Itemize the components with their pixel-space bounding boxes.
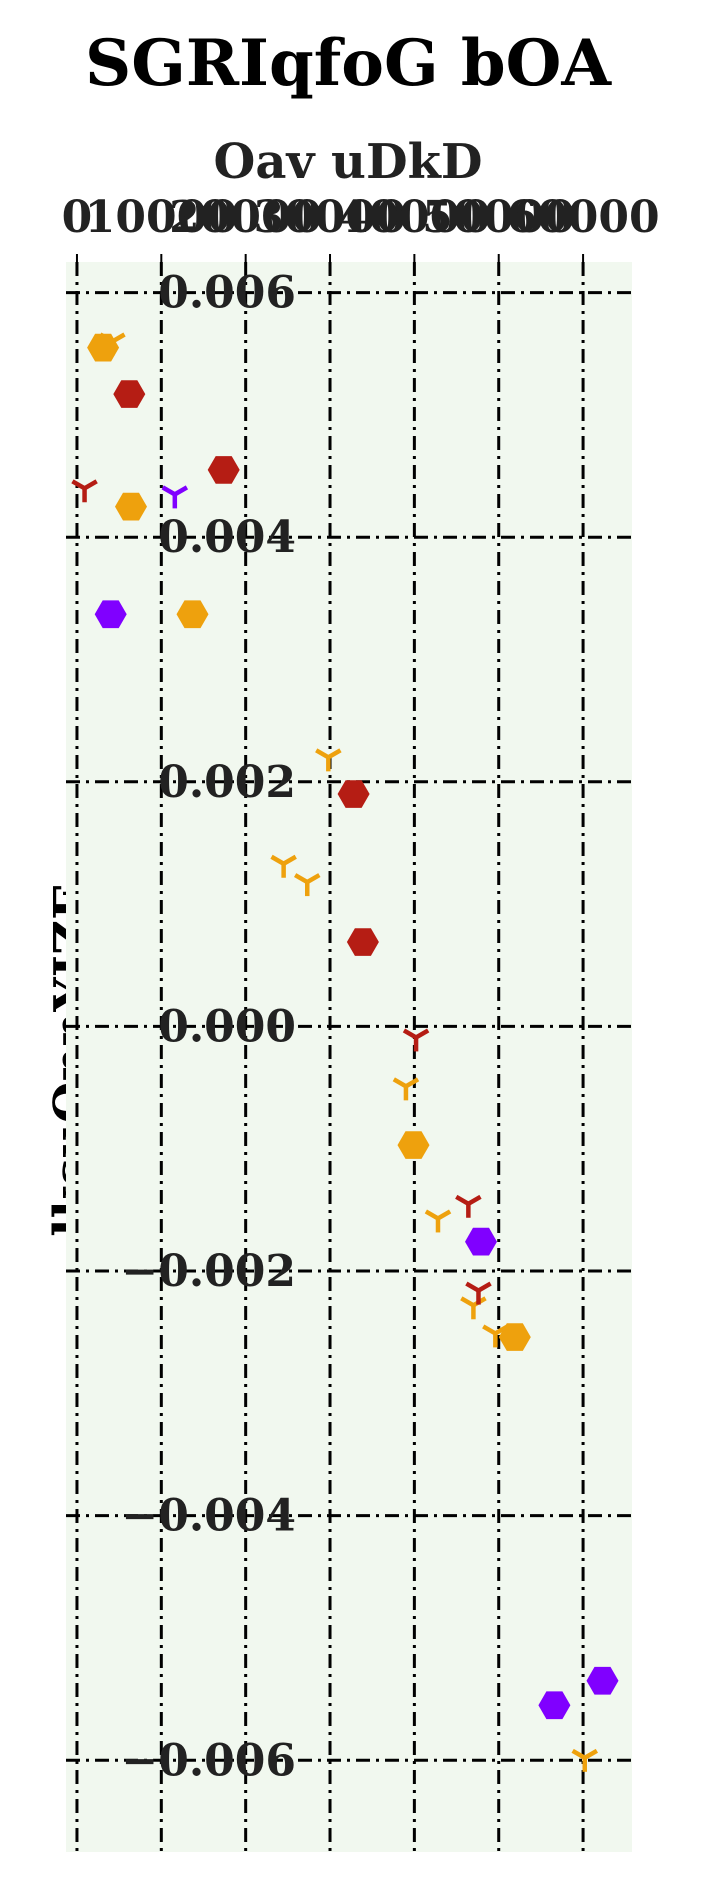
data-point-hexagon (465, 1227, 497, 1256)
y-tick-label: 0.006 (158, 268, 296, 319)
data-point-hexagon (115, 492, 147, 521)
grid (66, 254, 632, 1852)
data-point-hexagon (337, 780, 370, 808)
y-tick-label: 0.002 (158, 757, 296, 808)
plot-area (66, 262, 632, 1852)
x-tick-label: 30000 (253, 192, 406, 243)
data-point-tri (270, 854, 297, 878)
data-point-hexagon (346, 928, 379, 956)
data-point-tri (99, 332, 126, 356)
data-point-tri (315, 748, 342, 772)
chart-title: SGRIqfoG bOA (85, 26, 612, 101)
data-point-tri (161, 485, 189, 509)
y-tick-label: −0.002 (121, 1246, 296, 1297)
y-tick-label: −0.004 (121, 1491, 296, 1542)
data-point-tri (465, 1281, 492, 1305)
x-tick-label: 20000 (169, 192, 322, 243)
x-tick-label: 10000 (85, 192, 238, 243)
x-tick-label: 50000 (422, 192, 575, 243)
data-point-hexagon (586, 1666, 619, 1695)
y-tick-label: 0.000 (158, 1001, 296, 1052)
x-tick-label: 40000 (338, 192, 491, 243)
data-point-hexagon (397, 1131, 430, 1159)
data-point-hexagon (176, 600, 209, 629)
data-point-hexagon (207, 456, 240, 484)
data-points (71, 332, 619, 1772)
data-point-tri (402, 1028, 430, 1052)
data-point-tri (293, 873, 321, 897)
x-tick-label: 0 (62, 192, 93, 243)
data-point-tri (482, 1324, 509, 1348)
data-point-tri (424, 1209, 452, 1233)
data-point-tri (571, 1748, 599, 1772)
data-point-hexagon (113, 380, 146, 408)
data-point-hexagon (94, 600, 127, 629)
data-point-tri (392, 1077, 420, 1101)
x-axis-label: Oav uDkD (214, 134, 483, 190)
data-point-hexagon (538, 1691, 571, 1720)
data-point-hexagon (498, 1323, 531, 1351)
y-tick-label: −0.006 (121, 1735, 296, 1786)
y-tick-label: 0.004 (158, 512, 296, 563)
data-point-tri (71, 479, 98, 503)
data-point-tri (455, 1194, 482, 1218)
x-tick-label: 60000 (507, 192, 660, 243)
